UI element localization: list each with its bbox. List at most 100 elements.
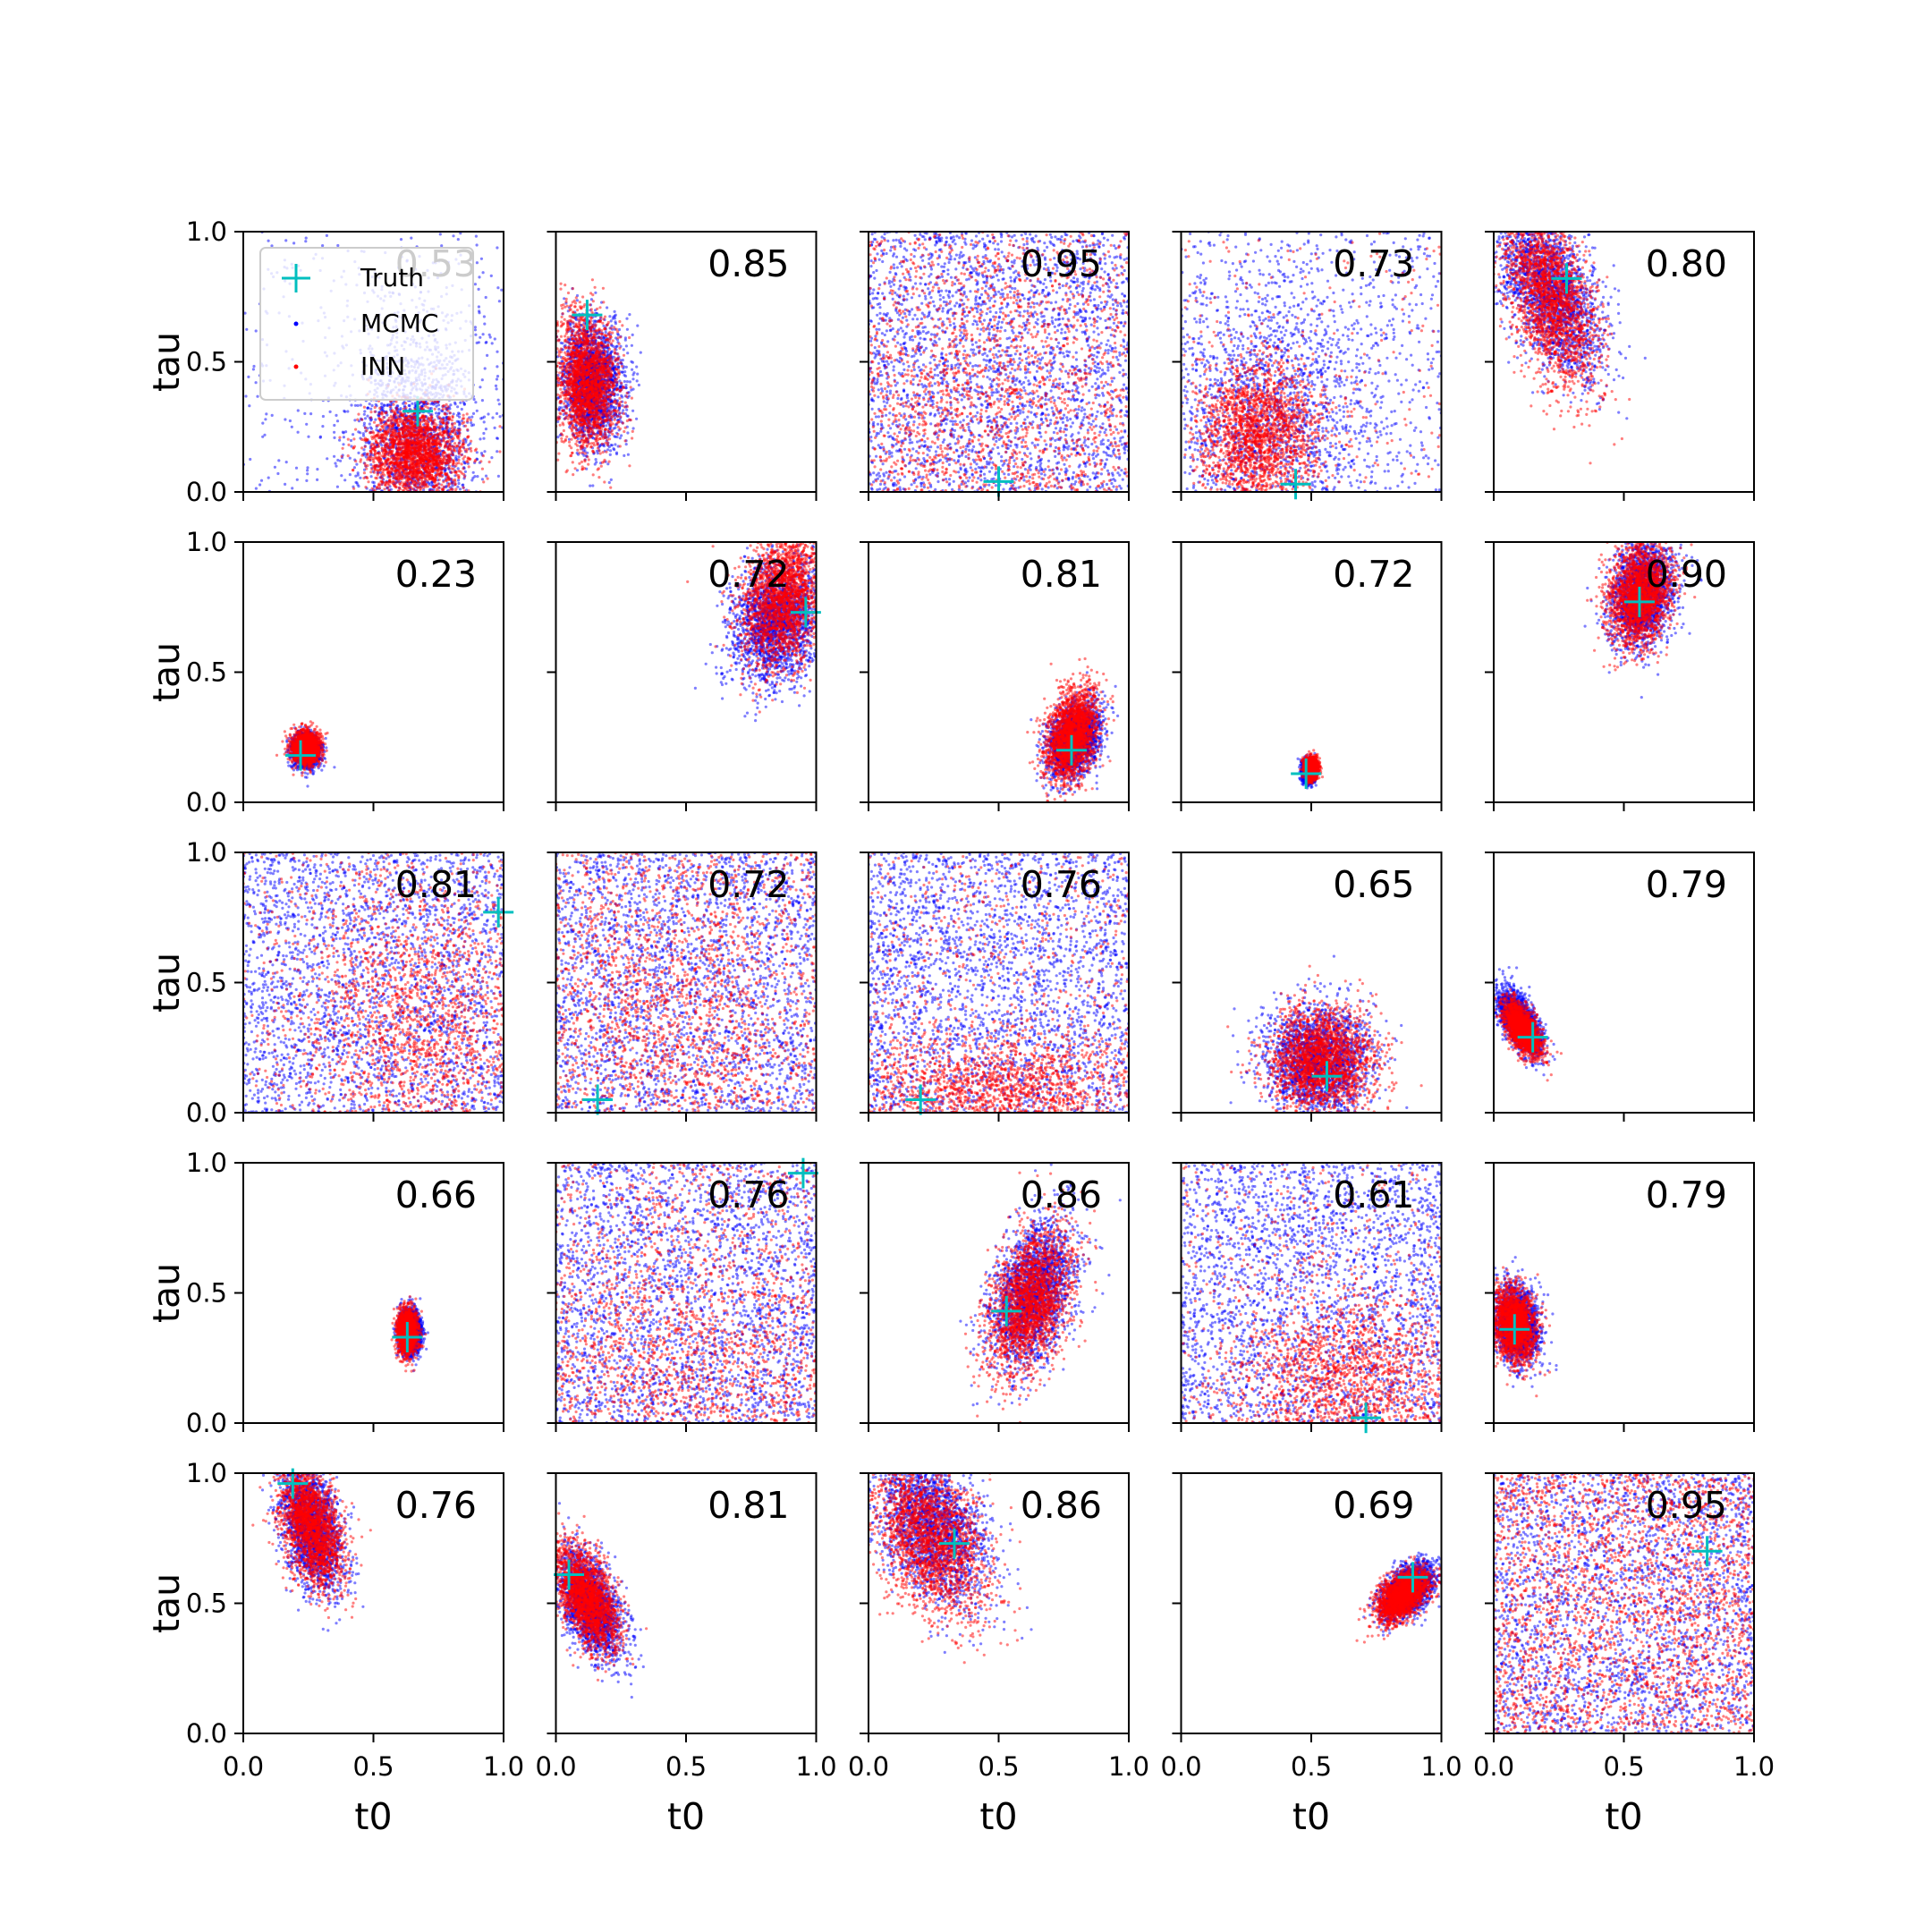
inn-point	[360, 446, 363, 449]
mcmc-point	[342, 443, 344, 445]
inn-point	[437, 470, 440, 472]
mcmc-point	[478, 305, 480, 308]
inn-point	[398, 435, 401, 437]
inn-point	[446, 445, 449, 448]
inn-point	[426, 449, 428, 452]
inn-point	[369, 416, 372, 419]
inn-point	[384, 422, 386, 425]
mcmc-point	[481, 478, 484, 480]
mcmc-point	[367, 406, 369, 409]
inn-point	[462, 422, 464, 425]
mcmc-point	[478, 311, 480, 314]
mcmc-point	[326, 457, 328, 460]
inn-point	[407, 467, 410, 470]
mcmc-point	[457, 482, 460, 485]
mcmc-point	[609, 453, 612, 456]
mcmc-point	[498, 300, 501, 302]
mcmc-point	[474, 328, 477, 331]
mcmc-point	[353, 466, 356, 469]
inn-point	[439, 445, 442, 447]
inn-point	[436, 444, 438, 446]
mcmc-point	[457, 238, 460, 241]
mcmc-point	[334, 462, 336, 464]
mcmc-point	[362, 435, 365, 437]
mcmc-point	[296, 479, 299, 481]
inn-point	[459, 428, 462, 431]
inn-point	[396, 445, 399, 448]
inn-point	[423, 480, 426, 483]
inn-point	[434, 481, 436, 484]
inn-point	[382, 468, 385, 470]
inn-point	[421, 476, 424, 479]
inn-point	[374, 406, 377, 409]
inn-point	[388, 453, 391, 456]
inn-point	[433, 455, 436, 458]
inn-point	[398, 452, 401, 454]
inn-point	[398, 482, 401, 485]
inn-point	[462, 487, 464, 489]
inn-point	[407, 480, 410, 483]
inn-point	[401, 442, 403, 445]
mcmc-point	[285, 461, 288, 463]
inn-point	[479, 460, 482, 462]
inn-point	[357, 413, 360, 416]
inn-point	[416, 462, 419, 465]
mcmc-point	[386, 403, 388, 406]
inn-point	[445, 441, 447, 444]
mcmc-point	[247, 376, 250, 378]
inn-point	[402, 455, 404, 458]
mcmc-point	[479, 437, 481, 440]
inn-point	[389, 437, 392, 440]
mcmc-point	[491, 416, 494, 419]
mcmc-point	[623, 454, 625, 457]
inn-point	[392, 458, 394, 461]
inn-point	[418, 468, 420, 470]
inn-point	[373, 421, 376, 424]
mcmc-point	[354, 475, 357, 478]
inn-point	[400, 465, 402, 468]
inn-point	[400, 462, 402, 464]
mcmc-point	[338, 439, 341, 442]
inn-point	[444, 445, 446, 447]
inn-point	[429, 433, 432, 436]
inn-point	[356, 419, 359, 421]
inn-point	[386, 462, 388, 465]
mcmc-point	[245, 328, 248, 331]
inn-point	[419, 427, 422, 429]
mcmc-point	[481, 378, 484, 381]
mcmc-point	[485, 296, 487, 299]
mcmc-point	[496, 450, 498, 453]
inn-point	[449, 411, 452, 414]
inn-point	[394, 429, 397, 432]
mcmc-point	[459, 402, 462, 404]
inn-point	[469, 458, 471, 461]
mcmc-point	[297, 431, 300, 434]
inn-point	[438, 439, 441, 442]
inn-point	[419, 417, 422, 419]
inn-point	[451, 419, 453, 421]
inn-point	[456, 445, 459, 447]
inn-point	[378, 453, 381, 455]
inn-point	[397, 424, 400, 427]
inn-point	[433, 419, 436, 421]
inn-point	[435, 474, 437, 477]
inn-point	[481, 468, 484, 470]
mcmc-point	[594, 292, 597, 294]
inn-point	[434, 477, 436, 479]
inn-point	[366, 477, 369, 479]
inn-point	[347, 444, 350, 446]
mcmc-point	[626, 431, 629, 434]
inn-point	[384, 436, 386, 438]
inn-point	[381, 477, 384, 479]
mcmc-point	[482, 432, 485, 435]
mcmc-point	[619, 436, 622, 439]
inn-point	[422, 474, 425, 477]
inn-point	[388, 425, 391, 428]
inn-point	[432, 444, 435, 446]
mcmc-point	[356, 483, 359, 486]
inn-point	[438, 432, 441, 435]
inn-point	[444, 412, 446, 415]
panel-grid: 0.530.00.51.0tau0.850.950.730.800.230.00…	[145, 216, 1775, 1838]
mcmc-point	[459, 487, 462, 490]
inn-point	[442, 421, 445, 424]
